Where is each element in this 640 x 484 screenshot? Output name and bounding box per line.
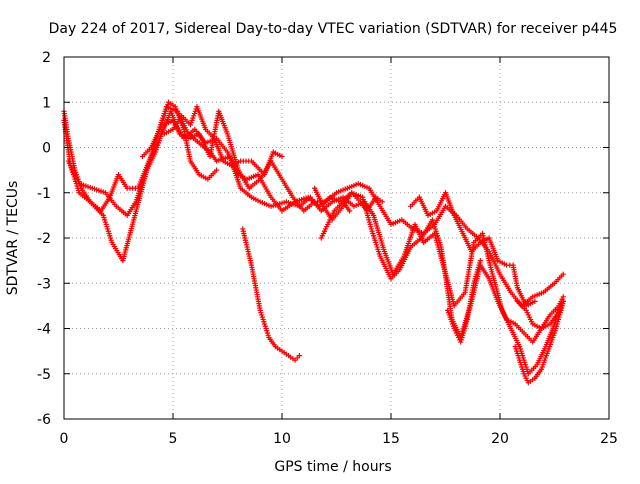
chart-title: Day 224 of 2017, Sidereal Day-to-day VTE… [49, 21, 618, 37]
data-point-marker [296, 353, 303, 359]
data-point-marker [532, 298, 538, 304]
x-tick-label: 25 [600, 431, 618, 447]
data-point-marker [379, 199, 385, 205]
series-track-e [445, 258, 483, 345]
y-tick-label: -2 [37, 231, 51, 247]
x-tick-label: 20 [491, 431, 509, 447]
y-tick-label: 2 [42, 50, 51, 66]
series-track-l [514, 298, 566, 332]
series-track-g [161, 104, 285, 178]
x-tick-label: 5 [169, 431, 178, 447]
series-track-c [65, 117, 566, 345]
y-tick-label: -3 [37, 276, 51, 292]
data-point-marker [560, 298, 566, 304]
x-tick-label: 10 [273, 431, 291, 447]
x-tick-label: 15 [382, 431, 400, 447]
data-point-marker [214, 167, 220, 173]
data-points [61, 99, 566, 386]
data-point-marker [560, 271, 566, 277]
x-axis-label: GPS time / hours [274, 459, 391, 475]
y-tick-label: -5 [37, 367, 51, 383]
y-tick-label: 1 [42, 95, 51, 111]
series-track-i [408, 190, 538, 309]
y-axis-label: SDTVAR / TECUs [5, 181, 21, 296]
series-track-d [240, 226, 303, 363]
axis-ticks [63, 56, 610, 420]
x-tick-label: 0 [60, 431, 69, 447]
data-point-marker [279, 153, 285, 160]
y-tick-label: -4 [37, 322, 51, 338]
y-tick-label: -6 [37, 412, 51, 428]
data-point-marker [560, 294, 566, 300]
series-track-k [318, 199, 353, 241]
series-track-h [139, 99, 220, 182]
data-point-marker [477, 258, 483, 264]
y-tick-label: -1 [37, 186, 51, 202]
tick-labels: 0 5 10 15 20 25 -6 -5 -4 -3 -2 -1 0 1 2 [37, 50, 618, 447]
y-tick-label: 0 [42, 141, 51, 157]
data-point-marker [346, 208, 353, 214]
